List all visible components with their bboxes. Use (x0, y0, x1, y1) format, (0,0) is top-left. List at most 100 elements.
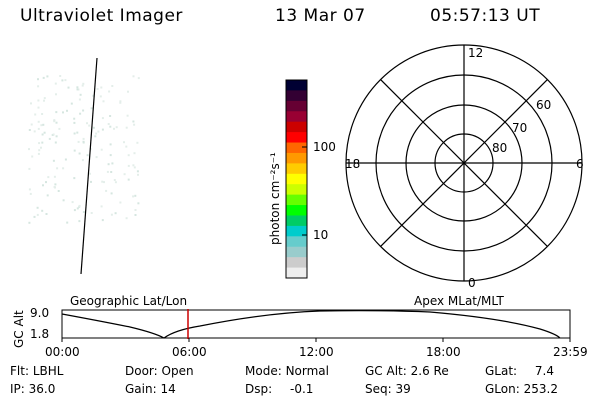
timeline-x-label-4: 23:59 (553, 345, 588, 359)
speckle-pixel (36, 206, 39, 209)
speckle-pixel (31, 155, 34, 158)
speckle-pixel (78, 204, 81, 207)
color-bar-segment (286, 173, 307, 185)
color-bar-segment (286, 121, 307, 133)
speckle-pixel (106, 170, 109, 173)
info-gc-alt: GC Alt: 2.6 Re (365, 364, 449, 378)
speckle-pixel (119, 201, 122, 204)
speckle-pixel (33, 130, 36, 133)
speckle-pixel (82, 109, 85, 112)
speckle-pixel (82, 82, 85, 85)
speckle-pixel (92, 94, 95, 97)
color-bar-segment (286, 152, 307, 164)
speckle-pixel (82, 141, 85, 144)
speckle-pixel (45, 213, 48, 215)
info-door: Door: Open (125, 364, 194, 378)
speckle-pixel (119, 100, 122, 103)
speckle-pixel (132, 195, 135, 198)
speckle-pixel (73, 209, 76, 212)
speckle-pixel (71, 201, 74, 204)
info-glon: GLon: 253.2 (485, 382, 558, 396)
speckle-pixel (95, 156, 98, 159)
speckle-pixel (73, 121, 76, 124)
time-label: 05:57:13 UT (430, 6, 541, 26)
speckle-pixel (76, 131, 79, 134)
speckle-pixel (89, 172, 91, 175)
speckle-pixel (45, 181, 47, 184)
speckle-pixel (136, 141, 139, 144)
speckle-pixel (113, 127, 115, 130)
speckle-pixel (37, 99, 40, 102)
speckle-pixel (134, 209, 137, 211)
speckle-pixel (62, 167, 65, 170)
speckle-pixel (92, 126, 95, 129)
speckle-pixel (38, 142, 41, 145)
color-bar-segment (286, 100, 307, 112)
speckle-pixel (96, 88, 99, 90)
speckle-pixel (38, 149, 41, 152)
speckle-pixel (103, 181, 105, 184)
speckle-pixel (132, 164, 135, 167)
speckle-pixel (111, 85, 114, 87)
speckle-pixel (110, 171, 113, 173)
speckle-pixel (125, 145, 128, 148)
speckle-pixel (86, 122, 88, 125)
speckle-pixel (125, 217, 128, 220)
speckle-pixel (53, 175, 56, 178)
speckle-pixel (52, 159, 55, 162)
speckle-pixel (46, 75, 49, 78)
lat-label-70: 70 (512, 121, 528, 135)
speckle-pixel (46, 194, 49, 197)
timeline-plot (61, 309, 571, 342)
speckle-pixel (78, 152, 81, 155)
instrument-title: Ultraviolet Imager (20, 6, 183, 26)
speckle-pixel (41, 133, 44, 136)
speckle-pixel (126, 114, 129, 117)
speckle-pixel (59, 75, 62, 77)
speckle-pixel (113, 179, 116, 181)
speckle-pixel (42, 123, 45, 126)
speckle-pixel (73, 117, 76, 120)
speckle-pixel (28, 129, 31, 131)
speckle-pixel (28, 221, 31, 224)
speckle-pixel (42, 76, 45, 79)
color-bar-segment (286, 142, 307, 154)
speckle-pixel (43, 97, 46, 100)
speckle-pixel (57, 190, 60, 192)
speckle-pixel (100, 86, 103, 89)
timeline-y-tick-min: 1.8 (30, 327, 50, 341)
speckle-pixel (134, 194, 137, 197)
speckle-pixel (55, 121, 58, 124)
speckle-pixel (37, 127, 40, 130)
speckle-pixel (55, 135, 58, 138)
speckle-pixel (43, 99, 45, 102)
speckle-pixel (114, 212, 117, 215)
speckle-pixel (100, 148, 103, 151)
speckle-pixel (37, 106, 40, 109)
speckle-pixel (90, 107, 93, 110)
color-bar-frame (285, 79, 308, 279)
color-bar-segment (286, 236, 307, 248)
info-dsp: Dsp: -0.1 (245, 382, 314, 396)
speckle-pixel (78, 220, 81, 223)
speckle-pixel (105, 189, 108, 192)
color-bar-segment (286, 111, 307, 123)
color-bar-segment (286, 225, 307, 237)
speckle-pixel (119, 101, 122, 104)
speckle-pixel (76, 207, 79, 210)
aurora-speckle (28, 75, 140, 224)
speckle-pixel (70, 102, 73, 105)
speckle-pixel (123, 141, 125, 144)
polar-plot (345, 44, 583, 282)
color-bar (285, 79, 308, 279)
speckle-pixel (101, 117, 104, 120)
speckle-pixel (95, 132, 98, 135)
speckle-pixel (109, 143, 112, 146)
info-mode: Mode: Normal (245, 364, 329, 378)
speckle-pixel (101, 128, 104, 131)
speckle-pixel (58, 127, 61, 130)
timeline-y-label: GC Alt (12, 310, 26, 348)
speckle-pixel (90, 212, 93, 214)
speckle-pixel (132, 75, 135, 78)
speckle-pixel (53, 120, 56, 123)
